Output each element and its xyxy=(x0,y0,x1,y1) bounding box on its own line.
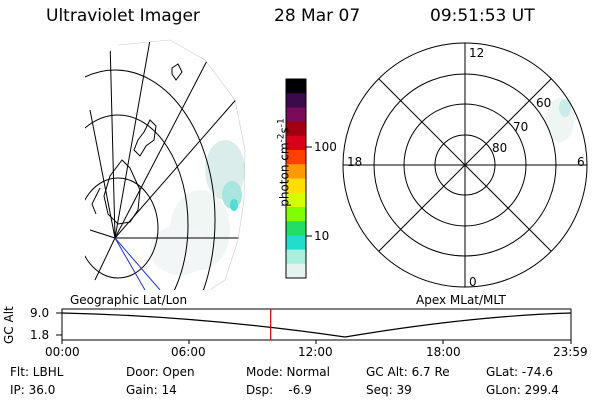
instrument-title: Ultraviolet Imager xyxy=(46,6,200,26)
info-ip: IP: 36.0 xyxy=(10,383,56,397)
info-dsp: Dsp: -6.9 xyxy=(246,383,312,397)
colorbar-swatch xyxy=(286,79,306,94)
colorbar-swatch xyxy=(286,235,306,251)
mlat-label-60: 60 xyxy=(536,96,552,110)
colorbar-swatch xyxy=(286,150,306,165)
altitude-curve xyxy=(61,312,572,338)
colorbar-swatch xyxy=(286,121,306,137)
colorbar-unit-s: s xyxy=(277,127,292,134)
info-door: Door: Open xyxy=(126,365,195,379)
colorbar-unit-exp1: -2 xyxy=(276,133,287,143)
colorbar-unit-text: photon cm xyxy=(277,142,292,207)
timeline-ytick-9: 9.0 xyxy=(30,306,50,320)
mlt-label-18: 18 xyxy=(347,155,363,169)
colorbar-unit-exp2: -1 xyxy=(276,118,287,128)
mlt-label-12: 12 xyxy=(469,46,485,60)
colorbar-swatch xyxy=(286,263,306,279)
mlt-label-0: 0 xyxy=(469,275,477,289)
colorbar-swatch xyxy=(286,135,306,151)
timeline-xtick-0000: 00:00 xyxy=(45,345,80,359)
colorbar-tick-10: 10 xyxy=(314,229,330,243)
info-gc-alt: GC Alt: 6.7 Re xyxy=(366,365,450,379)
colorbar xyxy=(285,78,312,279)
colorbar-swatch xyxy=(286,178,306,194)
time-label: 09:51:53 UT xyxy=(430,6,535,26)
altitude-timeline xyxy=(56,308,572,344)
date-label: 28 Mar 07 xyxy=(274,6,361,26)
timeline-xtick-0600: 06:00 xyxy=(171,345,206,359)
apex-polar-plot xyxy=(342,42,588,288)
colorbar-swatch xyxy=(286,192,306,208)
info-seq: Seq: 39 xyxy=(366,383,412,397)
geo-aurora-emission xyxy=(150,140,245,275)
colorbar-swatch xyxy=(286,93,306,108)
colorbar-swatch xyxy=(286,249,306,265)
colorbar-unit-label: photon cm-2s-1 xyxy=(277,93,292,233)
colorbar-swatch xyxy=(286,221,306,236)
info-glon: GLon: 299.4 xyxy=(486,383,559,397)
apex-caption: Apex MLat/MLT xyxy=(416,293,506,307)
timeline-ylabel: GC Alt xyxy=(2,306,16,344)
timeline-xtick-1200: 12:00 xyxy=(298,345,333,359)
info-filter: Flt: LBHL xyxy=(10,365,64,379)
colorbar-swatch xyxy=(286,206,306,222)
mlat-label-70: 70 xyxy=(513,120,529,134)
timeline-ytick-1.8: 1.8 xyxy=(30,328,50,342)
colorbar-swatch xyxy=(286,164,306,179)
apex-aurora-emission xyxy=(546,98,574,142)
info-glat: GLat: -74.6 xyxy=(486,365,553,379)
geographic-map xyxy=(85,39,246,291)
timeline-xtick-1800: 18:00 xyxy=(426,345,461,359)
colorbar-swatch xyxy=(286,107,306,123)
info-mode: Mode: Normal xyxy=(246,365,330,379)
geographic-caption: Geographic Lat/Lon xyxy=(70,293,188,307)
colorbar-tick-100: 100 xyxy=(314,140,337,154)
info-gain: Gain: 14 xyxy=(126,383,177,397)
mlat-label-80: 80 xyxy=(492,141,508,155)
mlt-label-6: 6 xyxy=(577,155,585,169)
timeline-xtick-2359: 23:59 xyxy=(553,345,588,359)
